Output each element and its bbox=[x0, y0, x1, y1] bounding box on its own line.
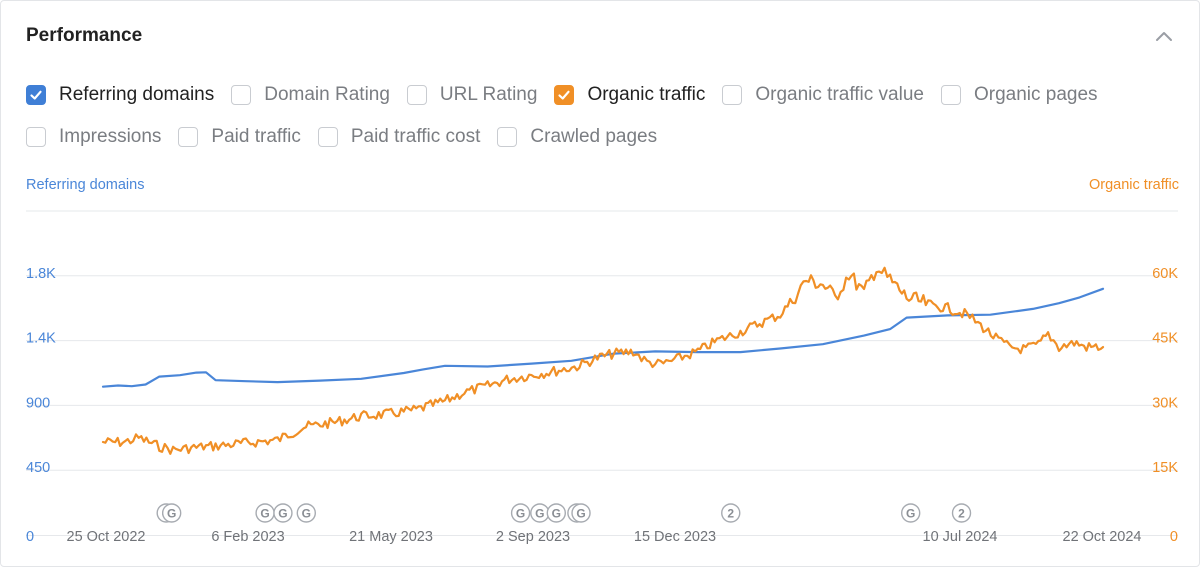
metric-label: Organic traffic value bbox=[755, 84, 924, 105]
annotation-label: 2 bbox=[727, 507, 734, 521]
annotation-label: G bbox=[552, 507, 561, 521]
checkbox-domain-rating[interactable] bbox=[231, 85, 252, 105]
annotation-marker[interactable]: G bbox=[571, 503, 591, 523]
metric-domain-rating[interactable]: Domain Rating bbox=[231, 84, 390, 106]
collapse-button[interactable] bbox=[1151, 25, 1177, 47]
annotation-marker[interactable]: G bbox=[900, 503, 921, 523]
checkmark-icon bbox=[30, 90, 42, 100]
annotation-label: G bbox=[278, 507, 287, 521]
metric-row-1: Referring domains Domain Rating URL Rati… bbox=[26, 80, 1115, 110]
checkbox-referring-domains[interactable] bbox=[26, 85, 46, 105]
metric-paid-traffic-cost[interactable]: Paid traffic cost bbox=[317, 126, 481, 148]
metric-label: Impressions bbox=[59, 126, 162, 147]
annotation-label: G bbox=[576, 507, 585, 521]
x-axis-tick-label: 22 Oct 2024 bbox=[1063, 529, 1142, 545]
metric-label: URL Rating bbox=[439, 84, 538, 105]
metric-crawled-pages[interactable]: Crawled pages bbox=[497, 126, 657, 148]
checkbox-url-rating[interactable] bbox=[406, 85, 427, 105]
google-update-marker-icon[interactable] bbox=[900, 503, 921, 523]
metric-url-rating[interactable]: URL Rating bbox=[406, 84, 538, 106]
x-axis-tick-label: 15 Dec 2023 bbox=[634, 529, 716, 545]
metric-label: Domain Rating bbox=[264, 84, 390, 105]
annotation-label: G bbox=[167, 507, 176, 521]
referring-domains-line bbox=[101, 287, 1105, 388]
left-axis-tick-label: 1.8K bbox=[26, 266, 56, 282]
metric-label: Organic pages bbox=[973, 84, 1098, 105]
organic-traffic-line bbox=[101, 266, 1105, 455]
annotation-label: G bbox=[260, 507, 269, 521]
right-axis-title: Organic traffic bbox=[1089, 177, 1179, 193]
annotation-marker[interactable]: G bbox=[296, 503, 316, 523]
google-update-marker-icon[interactable] bbox=[721, 503, 741, 523]
annotation-label: G bbox=[535, 507, 544, 521]
metric-organic-traffic-value[interactable]: Organic traffic value bbox=[722, 84, 924, 106]
google-update-marker-icon[interactable] bbox=[161, 503, 182, 523]
annotation-marker[interactable]: 2 bbox=[951, 503, 972, 523]
google-update-marker-icon[interactable] bbox=[546, 503, 566, 523]
metric-label: Paid traffic bbox=[211, 126, 301, 147]
x-axis-tick-label: 6 Feb 2023 bbox=[211, 529, 284, 545]
metric-paid-traffic[interactable]: Paid traffic bbox=[178, 126, 301, 148]
annotation-label: G bbox=[906, 507, 915, 521]
google-update-marker-icon[interactable] bbox=[951, 503, 972, 523]
annotation-marker[interactable]: G bbox=[161, 503, 182, 523]
x-axis-tick-label: 21 May 2023 bbox=[349, 529, 433, 545]
metric-label: Organic traffic bbox=[587, 84, 706, 105]
x-axis-tick-label: 10 Jul 2024 bbox=[923, 529, 998, 545]
checkbox-organic-traffic[interactable] bbox=[554, 85, 575, 105]
metric-label: Crawled pages bbox=[530, 126, 658, 147]
left-axis-tick-label: 0 bbox=[26, 529, 34, 545]
annotation-marker[interactable]: 2 bbox=[721, 503, 741, 523]
metric-organic-pages[interactable]: Organic pages bbox=[940, 84, 1098, 106]
metric-referring-domains[interactable]: Referring domains bbox=[26, 84, 214, 106]
checkbox-paid-traffic[interactable] bbox=[178, 127, 199, 147]
metric-label: Referring domains bbox=[59, 84, 215, 105]
left-axis-tick-label: 1.4K bbox=[26, 331, 56, 347]
google-update-marker-icon[interactable] bbox=[510, 503, 531, 523]
metric-label: Paid traffic cost bbox=[350, 126, 481, 147]
right-axis-tick-label: 30K bbox=[1152, 395, 1178, 411]
right-axis-tick-label: 15K bbox=[1152, 460, 1178, 476]
checkbox-impressions[interactable] bbox=[26, 127, 46, 147]
checkmark-icon bbox=[558, 90, 571, 100]
checkbox-organic-traffic-value[interactable] bbox=[722, 85, 743, 105]
annotation-label: G bbox=[302, 507, 311, 521]
metric-organic-traffic[interactable]: Organic traffic bbox=[554, 84, 705, 106]
google-update-marker-icon[interactable] bbox=[273, 503, 293, 523]
metric-row-2: Impressions Paid traffic Paid traffic co… bbox=[26, 122, 674, 152]
left-axis-tick-label: 450 bbox=[26, 460, 50, 476]
annotation-marker[interactable]: G bbox=[273, 503, 293, 523]
annotation-label: 2 bbox=[958, 507, 965, 521]
x-axis-tick-label: 25 Oct 2022 bbox=[67, 529, 146, 545]
panel-title: Performance bbox=[26, 25, 143, 46]
checkbox-organic-pages[interactable] bbox=[940, 85, 961, 105]
google-update-marker-icon[interactable] bbox=[296, 503, 316, 523]
right-axis-tick-label: 0 bbox=[1170, 529, 1178, 545]
annotation-marker[interactable]: G bbox=[510, 503, 531, 523]
annotation-marker[interactable]: G bbox=[255, 503, 275, 523]
left-axis-tick-label: 900 bbox=[26, 395, 50, 411]
annotation-marker[interactable]: G bbox=[546, 503, 566, 523]
chevron-up-icon bbox=[1156, 32, 1172, 41]
left-axis-title: Referring domains bbox=[26, 177, 145, 193]
x-axis-tick-label: 2 Sep 2023 bbox=[496, 529, 570, 545]
right-axis-tick-label: 45K bbox=[1152, 331, 1178, 347]
annotation-label: G bbox=[516, 507, 525, 521]
annotation-marker[interactable]: G bbox=[530, 503, 550, 523]
google-update-marker-icon[interactable] bbox=[571, 503, 591, 523]
checkbox-crawled-pages[interactable] bbox=[497, 127, 518, 147]
checkbox-paid-traffic-cost[interactable] bbox=[317, 127, 338, 147]
metric-impressions[interactable]: Impressions bbox=[26, 126, 161, 148]
right-axis-tick-label: 60K bbox=[1152, 266, 1178, 282]
